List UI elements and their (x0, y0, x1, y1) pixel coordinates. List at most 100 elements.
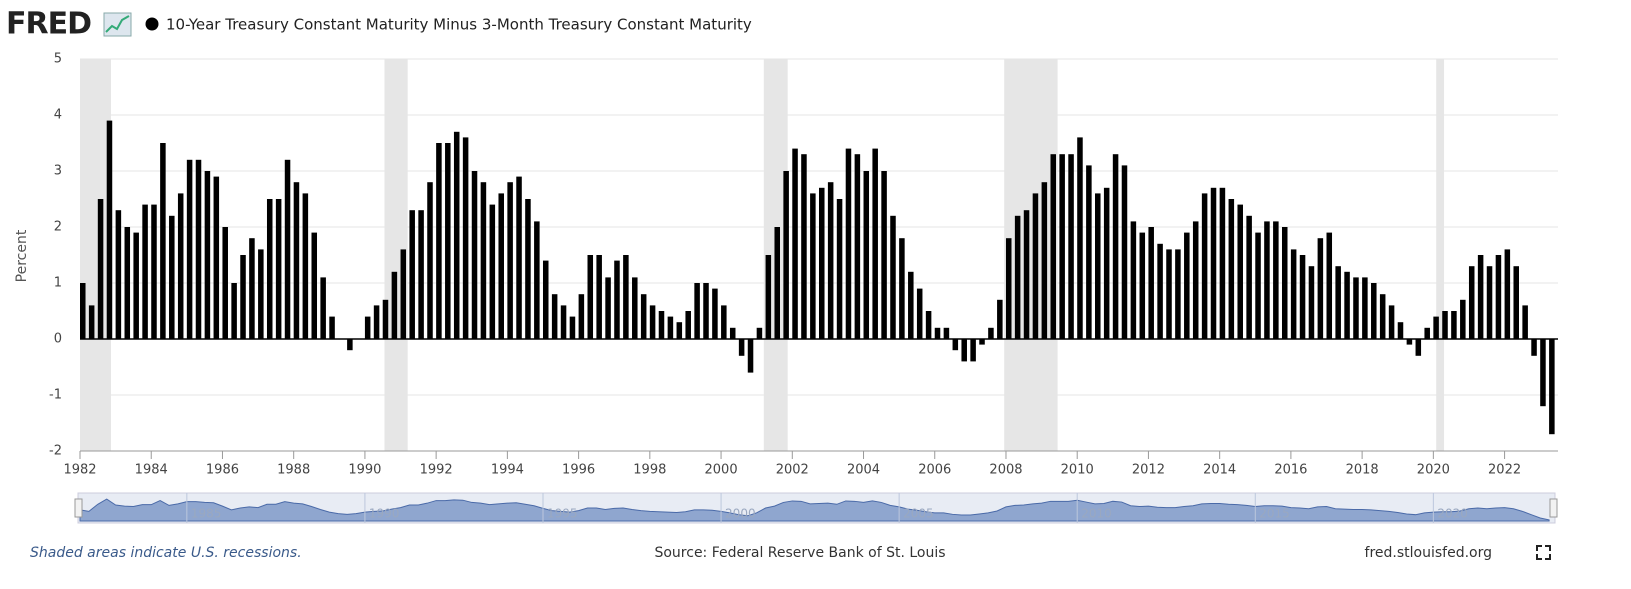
bar (489, 204, 496, 339)
bar (1362, 277, 1368, 339)
y-tick-label: 4 (54, 108, 62, 123)
footer-site: fred.stlouisfed.org (1365, 545, 1492, 561)
bar (614, 260, 620, 339)
bar (1442, 311, 1448, 339)
bar (266, 199, 273, 339)
bar (587, 255, 594, 339)
bar (640, 294, 647, 339)
bar (712, 288, 718, 339)
bar (409, 210, 415, 339)
bar (1014, 215, 1021, 339)
bar (694, 283, 700, 339)
bar (569, 316, 576, 339)
bar (373, 305, 380, 339)
bar (863, 171, 870, 339)
x-tick-label: 2016 (1274, 463, 1307, 478)
bar (177, 193, 184, 339)
bar (1371, 283, 1377, 339)
x-tick-label: 2020 (1417, 463, 1450, 478)
bar (453, 131, 460, 339)
bar (632, 277, 638, 339)
bar (329, 316, 335, 339)
bar (311, 232, 318, 339)
bar (765, 255, 772, 339)
bar (1246, 215, 1252, 339)
bar (1335, 266, 1341, 339)
bar (1210, 187, 1217, 339)
bar (1201, 193, 1208, 339)
bar (1549, 339, 1555, 435)
footer-source: Source: Federal Reserve Bank of St. Loui… (654, 545, 945, 561)
bar (783, 171, 789, 339)
x-tick-label: 1984 (135, 463, 168, 478)
bar (979, 339, 985, 345)
bar (1308, 266, 1315, 339)
bar (1531, 339, 1537, 356)
bar (1433, 316, 1439, 339)
bar (1130, 221, 1137, 339)
bar (498, 193, 504, 339)
bar (1281, 227, 1288, 339)
bar (738, 339, 745, 356)
x-tick-label: 1982 (63, 463, 96, 478)
bar (1522, 305, 1528, 339)
bar (685, 311, 691, 339)
y-tick-label: 2 (54, 220, 62, 235)
bar (810, 193, 816, 339)
bar (418, 210, 424, 339)
bar (1237, 204, 1243, 339)
bar (240, 255, 246, 339)
bar (1255, 232, 1261, 339)
x-tick-label: 1990 (348, 463, 381, 478)
navigator-handle[interactable] (1549, 498, 1558, 518)
x-tick-label: 2022 (1488, 463, 1521, 478)
bar (605, 277, 611, 339)
navigator-label: 1990 (369, 507, 400, 521)
fullscreen-icon[interactable] (1536, 545, 1551, 560)
navigator-label: 2000 (725, 507, 756, 521)
x-tick-label: 1998 (633, 463, 666, 478)
bar (1086, 165, 1092, 339)
bar (961, 339, 967, 362)
bar (658, 311, 665, 339)
bar (106, 120, 113, 339)
bar (1077, 137, 1083, 339)
bar (827, 182, 834, 339)
bar (507, 182, 513, 339)
bar (1326, 232, 1333, 339)
bar (1540, 339, 1546, 407)
x-tick-label: 1996 (562, 463, 595, 478)
bar (1273, 221, 1279, 339)
bar (445, 143, 451, 339)
bar (275, 199, 282, 339)
bar (970, 339, 976, 362)
bar (516, 176, 522, 339)
x-tick-label: 1994 (491, 463, 524, 478)
bar (1005, 238, 1012, 339)
bar (934, 327, 941, 339)
bar (142, 204, 148, 339)
bar (925, 311, 932, 339)
bar (427, 182, 433, 339)
bar (249, 238, 255, 339)
bar (667, 316, 674, 339)
bar (160, 143, 166, 339)
bar (186, 159, 193, 339)
bar (462, 137, 469, 339)
bar (721, 305, 727, 339)
bar (391, 271, 398, 339)
bar (1219, 187, 1226, 339)
bar (1192, 221, 1199, 339)
navigator-label: 1985 (191, 507, 222, 521)
navigator-handle[interactable] (74, 498, 83, 518)
bar (258, 249, 264, 339)
x-tick-label: 2014 (1203, 463, 1236, 478)
bar (623, 255, 629, 339)
y-tick-label: 1 (54, 276, 62, 291)
bar (1299, 255, 1306, 339)
bar (1059, 154, 1065, 339)
bar (1228, 199, 1235, 339)
bar (133, 232, 139, 339)
bar (195, 159, 202, 339)
bar (169, 215, 175, 339)
